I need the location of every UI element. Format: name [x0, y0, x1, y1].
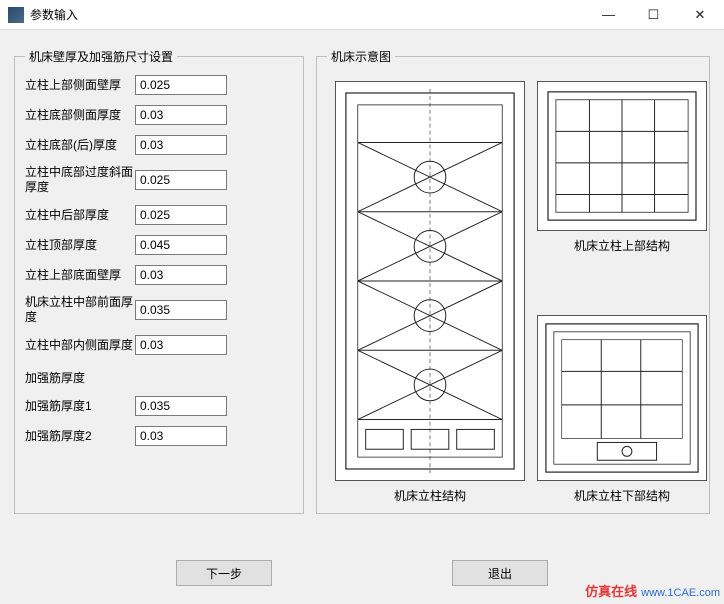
diagram-top [537, 81, 707, 231]
caption-main: 机床立柱结构 [335, 487, 525, 504]
diagram-group: 机床示意图 [316, 48, 710, 514]
field-row: 立柱底部(后)厚度 [25, 135, 293, 155]
next-button[interactable]: 下一步 [176, 560, 272, 586]
ribs-subhead: 加强筋厚度 [25, 369, 293, 386]
caption-top: 机床立柱上部结构 [537, 237, 707, 254]
field-input[interactable] [135, 265, 227, 285]
client-area: 机床壁厚及加强筋尺寸设置 立柱上部侧面壁厚立柱底部侧面厚度立柱底部(后)厚度立柱… [0, 30, 724, 604]
field-row: 立柱中底部过度斜面厚度 [25, 165, 293, 195]
field-row: 立柱上部侧面壁厚 [25, 75, 293, 95]
field-input[interactable] [135, 335, 227, 355]
field-row: 立柱上部底面壁厚 [25, 265, 293, 285]
exit-button[interactable]: 退出 [452, 560, 548, 586]
field-input[interactable] [135, 75, 227, 95]
title-bar: 参数输入 — ☐ ✕ [0, 0, 724, 30]
caption-bottom: 机床立柱下部结构 [537, 487, 707, 504]
maximize-button[interactable]: ☐ [631, 0, 676, 30]
field-label: 立柱中部内侧面厚度 [25, 338, 135, 353]
field-label: 立柱中后部厚度 [25, 208, 135, 223]
app-icon [8, 7, 24, 23]
watermark: 仿真在线 www.1CAE.com [585, 581, 720, 600]
diagram-legend: 机床示意图 [327, 48, 395, 65]
rib-label: 加强筋厚度2 [25, 429, 135, 444]
diagram-bottom [537, 315, 707, 481]
field-input[interactable] [135, 105, 227, 125]
rib-row: 加强筋厚度1 [25, 396, 293, 416]
field-input[interactable] [135, 205, 227, 225]
field-label: 立柱底部(后)厚度 [25, 138, 135, 153]
watermark-url: www.1CAE.com [641, 587, 720, 599]
field-input[interactable] [135, 170, 227, 190]
field-row: 立柱顶部厚度 [25, 235, 293, 255]
field-row: 立柱底部侧面厚度 [25, 105, 293, 125]
field-row: 机床立柱中部前面厚度 [25, 295, 293, 325]
field-label: 立柱顶部厚度 [25, 238, 135, 253]
field-label: 立柱底部侧面厚度 [25, 108, 135, 123]
window-title: 参数输入 [30, 6, 78, 23]
field-label: 立柱上部侧面壁厚 [25, 78, 135, 93]
dimensions-legend: 机床壁厚及加强筋尺寸设置 [25, 48, 177, 65]
field-label: 机床立柱中部前面厚度 [25, 295, 135, 325]
field-row: 立柱中部内侧面厚度 [25, 335, 293, 355]
rib-label: 加强筋厚度1 [25, 399, 135, 414]
minimize-button[interactable]: — [586, 0, 631, 30]
field-row: 立柱中后部厚度 [25, 205, 293, 225]
field-label: 立柱中底部过度斜面厚度 [25, 165, 135, 195]
field-input[interactable] [135, 300, 227, 320]
field-label: 立柱上部底面壁厚 [25, 268, 135, 283]
close-button[interactable]: ✕ [676, 0, 724, 30]
dimensions-group: 机床壁厚及加强筋尺寸设置 立柱上部侧面壁厚立柱底部侧面厚度立柱底部(后)厚度立柱… [14, 48, 304, 514]
rib-input[interactable] [135, 426, 227, 446]
watermark-brand: 仿真在线 [585, 581, 637, 600]
field-input[interactable] [135, 235, 227, 255]
field-input[interactable] [135, 135, 227, 155]
rib-input[interactable] [135, 396, 227, 416]
rib-row: 加强筋厚度2 [25, 426, 293, 446]
diagram-main [335, 81, 525, 481]
